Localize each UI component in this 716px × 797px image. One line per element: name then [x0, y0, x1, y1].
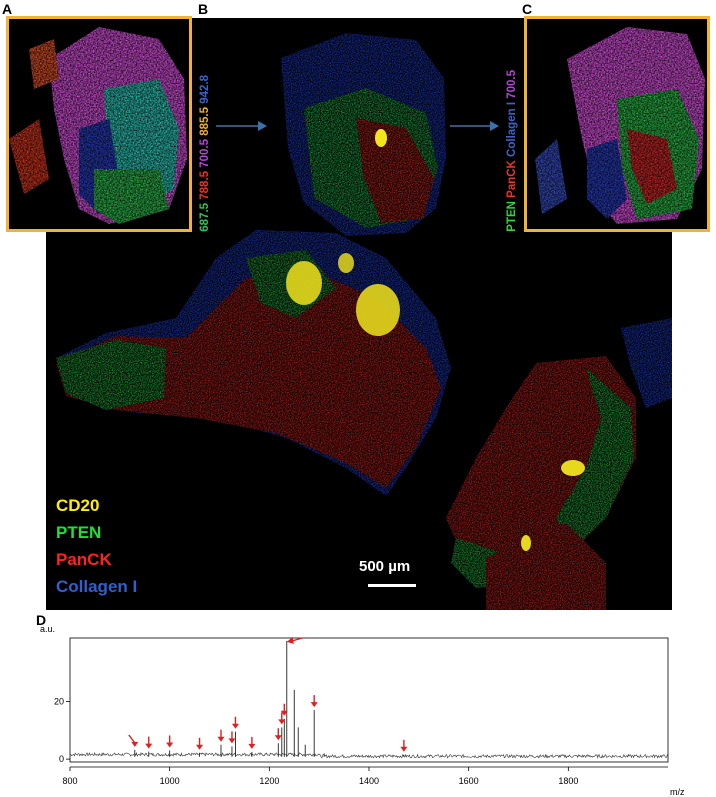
x-tick-label: 1200 — [259, 776, 279, 786]
peak-arrow-head — [196, 744, 204, 750]
peak-arrows — [128, 636, 408, 752]
legend-pten: PTEN — [56, 523, 102, 542]
spectrum-peaks — [134, 640, 405, 757]
mass-channel-788: 788.5 — [199, 171, 211, 201]
x-tick-label: 1000 — [160, 776, 180, 786]
chart-axes: 800 1000 1200 1400 1600 1800 0 20 — [54, 637, 669, 786]
peak-arrow-head — [280, 710, 288, 716]
peak-arrow-head — [145, 743, 153, 749]
y-axis-label: a.u. — [40, 624, 55, 634]
peak-arrow-head — [217, 736, 225, 742]
mass-label-1: 687.5 788.5 700.5 885.5 942.8 — [199, 75, 211, 232]
tissue-illustration — [56, 33, 672, 610]
mass-channel-942: 942.8 — [199, 75, 211, 105]
panel-letter-b: B — [198, 1, 209, 17]
panel-letter-c: C — [522, 1, 533, 17]
scale-bar — [368, 584, 416, 587]
peak-arrow — [128, 734, 136, 744]
legend-collagen: Collagen I — [56, 577, 138, 596]
panel-letter-a: A — [2, 1, 13, 17]
baseline-trace — [69, 751, 669, 759]
mass-channel-labels: 687.5 788.5 700.5 885.5 942.8 — [196, 32, 216, 232]
x-axis-label: m/z — [670, 787, 685, 797]
x-tick-label: 800 — [62, 776, 77, 786]
panel-letter-d: D — [36, 612, 47, 628]
x-tick-label: 1400 — [359, 776, 379, 786]
inset-c-image — [524, 16, 710, 232]
inset-c-label: PTEN PanCK Collagen I 700.5 — [506, 70, 518, 232]
peak-arrow-head — [278, 719, 286, 725]
spectrum-baseline — [69, 751, 669, 759]
peak-arrow-head — [166, 742, 174, 748]
peak-arrow-head — [310, 702, 318, 708]
peak-arrow-head — [400, 746, 408, 752]
legend-cd20: CD20 — [56, 496, 100, 515]
peak-arrow-head — [286, 636, 294, 644]
peak-arrow-head — [231, 723, 239, 729]
scale-bar-label: 500 µm — [359, 558, 411, 575]
inset-c-700: 700.5 — [506, 70, 518, 100]
plot-frame — [69, 637, 669, 763]
legend-panck: PanCK — [56, 550, 112, 569]
peak-arrow-head — [248, 743, 256, 749]
x-tick-label: 1800 — [558, 776, 578, 786]
inset-c-collagen: Collagen I — [506, 102, 518, 158]
peak-arrow-head — [131, 741, 139, 747]
y-tick-label: 20 — [54, 696, 64, 706]
x-tick-label: 1600 — [459, 776, 479, 786]
mass-channel-687: 687.5 — [199, 203, 211, 232]
peak-arrow-head — [274, 735, 282, 741]
peak-arrow-head — [228, 738, 236, 744]
inset-c-pten: PTEN — [506, 201, 518, 232]
inset-c-channel-labels: PTEN PanCK Collagen I 700.5 — [503, 32, 523, 232]
inset-c-panck: PanCK — [506, 160, 518, 199]
mass-spectrum-chart: a.u. m/z 800 1000 1200 1400 1600 1800 0 20 — [40, 624, 685, 797]
mass-channel-885: 885.5 — [199, 107, 211, 137]
y-tick-label: 0 — [59, 754, 64, 764]
inset-a-image — [6, 16, 192, 232]
mass-channel-700: 700.5 — [199, 139, 211, 169]
